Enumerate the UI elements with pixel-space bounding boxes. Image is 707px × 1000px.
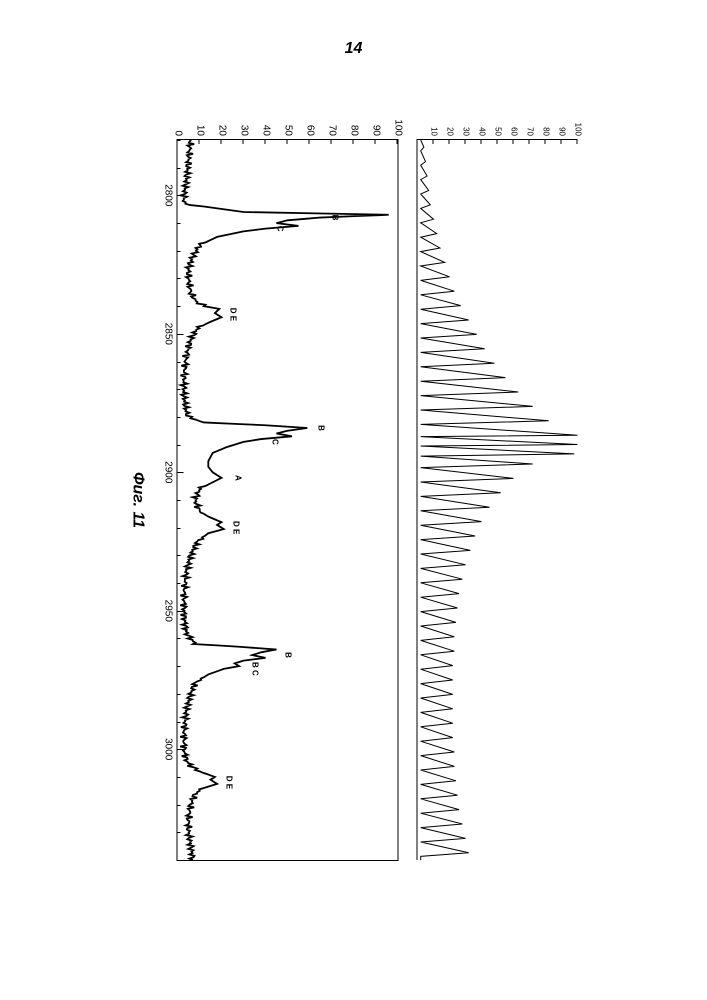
peak-label: C: [275, 226, 284, 232]
y-tick-label: 20: [217, 125, 227, 140]
figure-11: 102030405060708090100 010203040506070809…: [109, 119, 598, 881]
y-tick-label: 50: [283, 125, 293, 140]
page-number: 14: [0, 40, 707, 58]
y-tick-label: 10: [430, 127, 438, 140]
y-tick-label: 100: [574, 123, 582, 140]
peak-label: B: [284, 652, 293, 658]
y-tick-label: 60: [305, 125, 315, 140]
y-tick-label: 80: [542, 127, 550, 140]
peak-label: B C: [251, 662, 260, 676]
x-tick-label: 2950: [163, 600, 178, 622]
peak-label: A: [233, 475, 242, 481]
y-tick-label: 30: [462, 127, 470, 140]
y-tick-label: 40: [261, 125, 271, 140]
top-chromatogram-chart: 102030405060708090100: [417, 139, 578, 860]
y-tick-label: 30: [239, 125, 249, 140]
x-tick-label: 2850: [163, 323, 178, 345]
y-tick-label: 10: [195, 125, 205, 140]
y-tick-label: 40: [478, 127, 486, 140]
y-tick-label: 100: [393, 119, 403, 140]
y-tick-label: 50: [494, 127, 502, 140]
y-tick-label: 70: [327, 125, 337, 140]
y-tick-label: 20: [446, 127, 454, 140]
x-tick-label: 2900: [163, 461, 178, 483]
y-tick-label: 60: [510, 127, 518, 140]
peak-label: B: [330, 215, 339, 221]
figure-rotated-container: 102030405060708090100 010203040506070809…: [109, 119, 598, 881]
figure-caption: Фиг. 11: [129, 139, 147, 861]
peak-label: D E: [229, 308, 238, 321]
x-tick-label: 2800: [163, 184, 178, 206]
peak-label: D E: [231, 521, 240, 534]
y-tick-label: 70: [526, 127, 534, 140]
y-tick-label: 90: [371, 125, 381, 140]
bottom-chromatogram-chart: 0102030405060708090100280028502900295030…: [177, 139, 399, 861]
peak-label: D E: [225, 776, 234, 789]
x-tick-label: 3000: [163, 738, 178, 760]
peak-label: B: [317, 425, 326, 431]
y-tick-label: 0: [173, 130, 183, 140]
y-tick-label: 90: [558, 127, 566, 140]
peak-label: C: [271, 439, 280, 445]
y-tick-label: 80: [349, 125, 359, 140]
